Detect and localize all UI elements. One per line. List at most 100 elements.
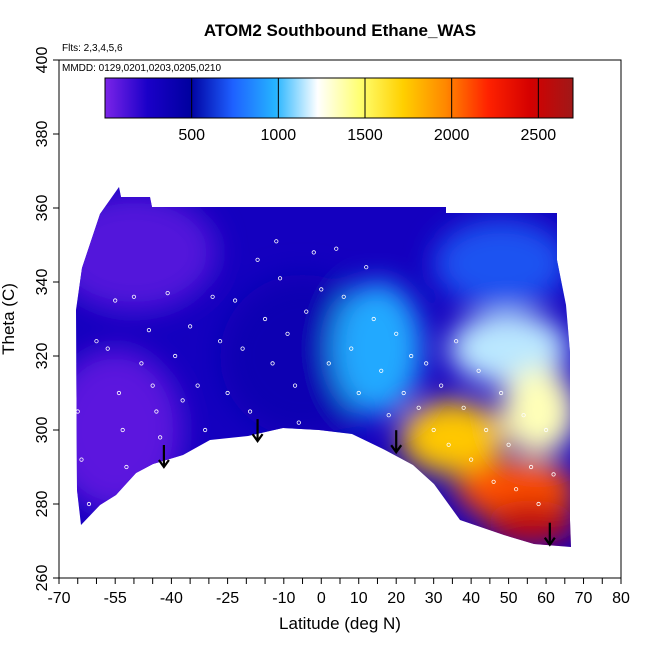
sample-point [247, 409, 253, 414]
sample-point [255, 257, 260, 262]
colorbar-tick-label: 500 [178, 127, 205, 144]
colorbar-tick-label: 1500 [347, 127, 383, 144]
sample-point [424, 361, 429, 366]
x-tick-label: 30 [425, 590, 443, 607]
sample-point [311, 250, 316, 255]
x-tick-label: 0 [317, 590, 326, 607]
arrow-marker [543, 522, 556, 547]
sample-point [262, 316, 268, 322]
y-axis-label: Theta (C) [0, 283, 18, 355]
sample-point [364, 265, 369, 270]
sample-point [461, 405, 466, 410]
sample-points [68, 239, 556, 507]
sample-point [154, 409, 159, 414]
y-tick-label: 400 [34, 47, 51, 74]
sample-point [409, 353, 414, 359]
heatmap-region-southern-lower [76, 348, 183, 512]
sample-point [71, 361, 77, 366]
sample-point [210, 294, 215, 299]
sample-point [446, 442, 451, 447]
x-tick-label: 50 [500, 590, 518, 607]
arrow-marker [158, 445, 170, 469]
sample-point [225, 390, 230, 396]
sample-point [203, 427, 208, 433]
sample-point [240, 346, 245, 351]
sample-point [75, 409, 80, 414]
x-tick-label: -25 [216, 590, 239, 607]
sample-point [491, 479, 496, 484]
sample-point [124, 464, 129, 470]
sample-point [180, 398, 185, 403]
x-axis: -70 -55 -40 -25 -10 0 10 20 30 40 50 60 70 80 [47, 578, 630, 607]
chart-title: ATOM2 Southbound Ethane_WAS [204, 21, 476, 40]
sample-point [120, 427, 125, 433]
y-tick-label: 260 [34, 565, 51, 592]
sample-point [86, 501, 92, 507]
sample-point [506, 442, 511, 447]
y-axis: 260 280 300 320 340 360 380 400 [34, 47, 59, 592]
arrow-markers [158, 419, 556, 547]
sample-point [521, 413, 526, 418]
sample-point [326, 361, 331, 366]
arrow-marker [390, 430, 403, 455]
colorbar-tick-label: 2500 [521, 127, 557, 144]
x-tick-label: 70 [575, 590, 593, 607]
y-tick-label: 280 [34, 491, 51, 518]
colorbar-tick-label: 1000 [261, 127, 297, 144]
x-tick-label: 40 [462, 590, 480, 607]
sample-point [79, 457, 84, 462]
sample-point [349, 346, 354, 351]
y-tick-label: 340 [34, 269, 51, 296]
flights-annotation: Flts: 2,3,4,5,6 [62, 43, 123, 54]
x-tick-label: -55 [104, 590, 127, 607]
sample-point [484, 427, 489, 433]
sample-point [341, 294, 346, 299]
sample-point [499, 390, 504, 396]
heatmap-region-polar-boundary-layer-max [486, 500, 571, 545]
sample-point [285, 331, 290, 336]
y-tick-label: 320 [34, 343, 51, 370]
sample-point [394, 331, 399, 336]
x-tick-label: -70 [47, 590, 70, 607]
y-tick-label: 380 [34, 121, 51, 148]
sample-point [356, 390, 361, 396]
sample-point [131, 294, 137, 299]
sample-point [195, 383, 200, 388]
sample-point [116, 390, 122, 396]
sample-point [469, 457, 474, 462]
sample-point [551, 472, 556, 477]
heatmap [76, 187, 571, 547]
sample-point [513, 487, 519, 492]
heatmap-region-high-lat-warm [501, 367, 571, 456]
x-tick-label: 80 [612, 590, 630, 607]
sample-point [386, 413, 391, 418]
heatmap-region-north-upper [433, 219, 569, 308]
sample-point [379, 368, 384, 373]
sample-point [173, 353, 178, 359]
sample-point [146, 327, 152, 333]
sample-point [292, 383, 298, 388]
sample-point [543, 427, 549, 433]
sample-point [334, 246, 339, 251]
x-tick-label: -40 [160, 590, 183, 607]
colorbar [104, 77, 574, 119]
sample-point [528, 464, 534, 470]
heatmap-region-mid-lat-rising-plume [332, 282, 423, 416]
sample-point [319, 287, 324, 292]
date-annotation: MMDD: 0129,0201,0203,0205,0210 [62, 63, 221, 74]
x-axis-label: Latitude (deg N) [279, 614, 401, 633]
sample-point [188, 324, 193, 329]
heatmap-region-north-mid [448, 311, 569, 386]
sample-point [105, 346, 110, 351]
sample-point [304, 309, 309, 314]
sample-point [296, 420, 301, 425]
x-tick-label: 20 [387, 590, 405, 607]
colorbar-ticks: 500 1000 1500 2000 2500 [178, 78, 556, 144]
arrow-marker [251, 419, 264, 443]
x-tick-label: -10 [272, 590, 295, 607]
sample-point [401, 390, 406, 396]
colorbar-tick-label: 2000 [434, 127, 470, 144]
y-tick-label: 300 [34, 417, 51, 444]
sample-point [270, 361, 275, 366]
sample-point [431, 427, 436, 433]
